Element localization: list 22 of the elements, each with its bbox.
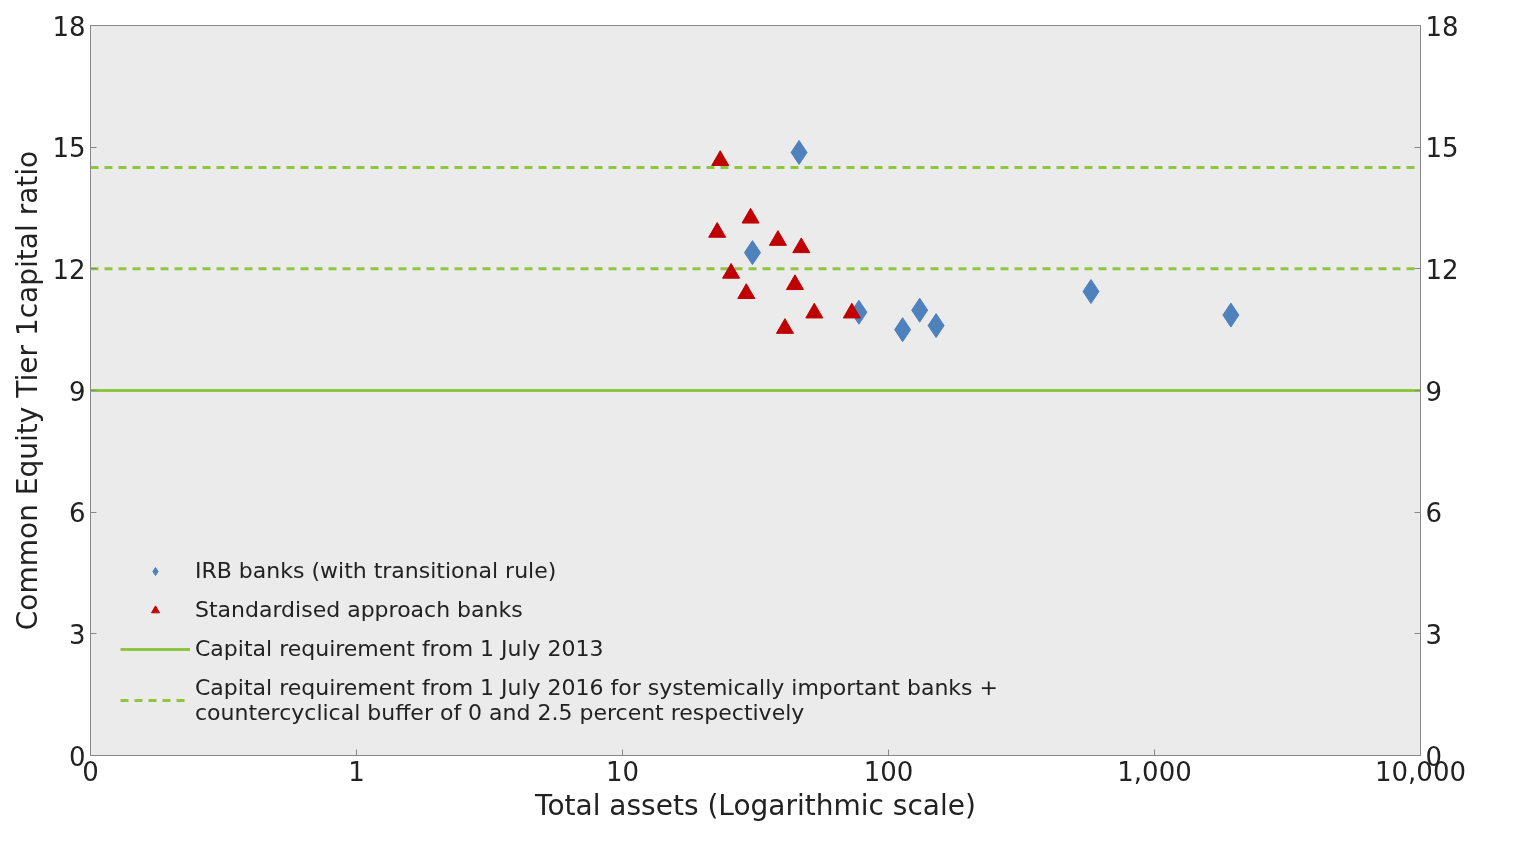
y-tick-label: 6 bbox=[68, 498, 86, 529]
y2-tick-label: 18 bbox=[1425, 11, 1459, 42]
x-tick-label: 100 bbox=[863, 756, 914, 787]
x-tick-label: 10 bbox=[605, 756, 640, 787]
y-tick-label: 18 bbox=[52, 11, 86, 42]
y2-tick-label: 9 bbox=[1425, 376, 1443, 407]
y2-tick-label: 6 bbox=[1425, 498, 1443, 529]
x-tick-label: 1 bbox=[348, 756, 365, 787]
legend-label: IRB banks (with transitional rule) bbox=[195, 558, 557, 583]
y-tick-label: 3 bbox=[68, 619, 86, 650]
x-axis-title: Total assets (Logarithmic scale) bbox=[534, 788, 976, 822]
y-axis-title: Common Equity Tier 1capital ratio bbox=[11, 150, 45, 631]
legend-label: Capital requirement from 1 July 2013 bbox=[195, 636, 604, 661]
y-tick-label: 12 bbox=[52, 254, 86, 285]
y2-tick-label: 15 bbox=[1425, 133, 1459, 164]
y2-tick-label: 12 bbox=[1425, 254, 1459, 285]
legend-label: Capital requirement from 1 July 2016 for systemically important banks + countercyclical buffer of 0 and 2.5 percent respectively bbox=[195, 675, 998, 725]
y2-tick-label: 3 bbox=[1425, 619, 1443, 650]
x-tick-label: 1,000 bbox=[1117, 756, 1192, 787]
legend-label: Standardised approach banks bbox=[195, 597, 523, 622]
y-tick-label: 15 bbox=[52, 133, 86, 164]
y-tick-label: 9 bbox=[68, 376, 86, 407]
